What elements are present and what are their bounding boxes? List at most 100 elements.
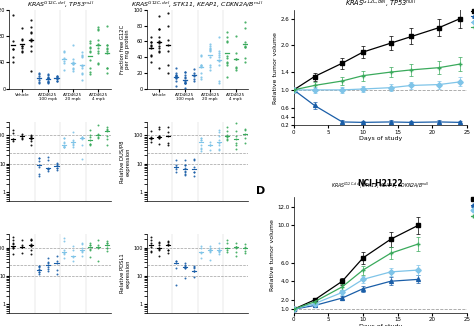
Point — [155, 242, 163, 247]
Point — [232, 244, 239, 249]
Point — [147, 39, 155, 45]
Point — [215, 134, 223, 139]
Point — [9, 252, 17, 257]
Point — [69, 62, 77, 67]
Point — [60, 235, 68, 240]
Point — [86, 254, 93, 259]
Point — [164, 70, 172, 75]
Point — [241, 241, 248, 246]
Point — [103, 238, 111, 244]
Point — [190, 169, 198, 174]
Point — [207, 142, 214, 147]
Point — [27, 37, 35, 42]
Point — [27, 142, 35, 147]
Point — [215, 248, 223, 253]
Point — [60, 61, 68, 66]
Point — [103, 23, 111, 29]
Point — [53, 260, 60, 265]
Point — [53, 166, 60, 171]
Point — [35, 270, 43, 275]
Point — [44, 75, 51, 80]
Point — [35, 81, 43, 86]
Point — [232, 245, 239, 250]
Point — [241, 140, 248, 145]
Point — [53, 165, 60, 170]
Point — [164, 11, 172, 16]
Point — [27, 238, 35, 243]
Point — [147, 39, 155, 44]
Point — [44, 259, 51, 265]
Point — [147, 242, 155, 247]
Point — [9, 237, 17, 242]
Y-axis label: Relative DUS/P8
expression: Relative DUS/P8 expression — [119, 140, 130, 183]
Point — [44, 71, 51, 77]
Point — [155, 27, 163, 32]
Point — [95, 245, 102, 250]
Point — [44, 79, 51, 84]
Point — [95, 123, 102, 128]
Point — [103, 51, 111, 56]
Point — [18, 242, 26, 247]
Point — [69, 60, 77, 65]
Point — [27, 244, 35, 249]
Point — [78, 241, 86, 246]
Point — [198, 143, 205, 148]
Point — [69, 129, 77, 135]
Point — [69, 243, 77, 248]
Point — [95, 131, 102, 137]
Point — [164, 243, 172, 248]
Point — [232, 67, 239, 73]
Point — [95, 49, 102, 54]
Point — [172, 75, 180, 81]
Y-axis label: Relative tumor volume: Relative tumor volume — [270, 219, 274, 291]
Point — [103, 42, 111, 47]
Point — [35, 164, 43, 170]
Point — [53, 254, 60, 259]
Point — [155, 46, 163, 51]
Point — [215, 127, 223, 133]
Point — [18, 134, 26, 139]
Point — [69, 145, 77, 150]
Point — [86, 142, 93, 147]
Point — [232, 254, 239, 259]
Point — [35, 263, 43, 269]
Point — [207, 41, 214, 47]
Point — [35, 71, 43, 76]
Point — [155, 38, 163, 43]
Point — [27, 44, 35, 49]
Point — [9, 39, 17, 44]
Point — [95, 26, 102, 32]
Point — [181, 80, 189, 85]
Point — [95, 50, 102, 55]
Point — [27, 133, 35, 139]
Point — [190, 173, 198, 178]
Point — [181, 266, 189, 271]
Point — [44, 266, 51, 271]
Point — [207, 46, 214, 51]
Point — [241, 60, 248, 65]
Point — [172, 75, 180, 80]
Point — [190, 264, 198, 269]
Point — [215, 81, 223, 86]
Point — [69, 254, 77, 259]
Point — [223, 248, 231, 253]
Point — [198, 146, 205, 152]
Point — [215, 63, 223, 68]
Point — [207, 244, 214, 249]
Point — [60, 144, 68, 149]
Point — [155, 43, 163, 48]
Point — [44, 169, 51, 174]
Point — [147, 137, 155, 142]
Point — [147, 54, 155, 59]
Point — [190, 74, 198, 79]
Point — [198, 145, 205, 150]
Point — [232, 66, 239, 71]
Point — [86, 50, 93, 55]
Point — [147, 248, 155, 254]
Point — [155, 27, 163, 32]
Point — [69, 56, 77, 61]
Point — [27, 38, 35, 43]
Point — [9, 234, 17, 239]
Point — [223, 246, 231, 251]
Point — [241, 26, 248, 31]
